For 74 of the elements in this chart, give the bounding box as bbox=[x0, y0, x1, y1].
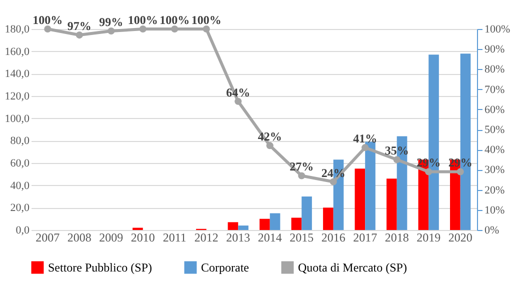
x-tick-label: 2008 bbox=[67, 230, 92, 244]
legend-label: Corporate bbox=[201, 260, 249, 275]
point bbox=[76, 32, 83, 39]
point bbox=[266, 142, 274, 150]
x-tick-label: 2010 bbox=[130, 230, 155, 244]
data-label: 42% bbox=[258, 130, 282, 144]
x-tick-label: 2014 bbox=[258, 230, 282, 244]
y2-tick-label: 40% bbox=[484, 144, 505, 156]
y2-tick-label: 10% bbox=[484, 204, 505, 216]
data-label: 100% bbox=[32, 13, 63, 27]
y-tick-label: 80,0 bbox=[10, 135, 30, 148]
y-tick-label: 140,0 bbox=[4, 68, 30, 80]
y2-tick-label: 70% bbox=[484, 84, 505, 96]
y-tick-label: 0,0 bbox=[16, 224, 30, 236]
data-label: 100% bbox=[191, 13, 222, 27]
point bbox=[298, 172, 306, 180]
y-tick-label: 20,0 bbox=[10, 202, 30, 214]
point bbox=[234, 98, 242, 105]
x-tick-label: 2016 bbox=[321, 230, 346, 244]
data-label: 97% bbox=[67, 19, 92, 34]
bar bbox=[291, 218, 302, 230]
point bbox=[456, 168, 464, 176]
y2-tick-label: 30% bbox=[484, 164, 505, 176]
data-label: 100% bbox=[160, 13, 190, 27]
bar bbox=[323, 208, 334, 230]
point bbox=[44, 25, 52, 33]
y2-tick-label: 20% bbox=[484, 184, 505, 196]
y2-tick-label: 80% bbox=[484, 64, 505, 76]
x-tick-label: 2009 bbox=[99, 230, 124, 244]
x-tick-label: 2007 bbox=[36, 230, 60, 244]
data-label: 64% bbox=[226, 85, 250, 100]
data-label: 27% bbox=[290, 160, 314, 174]
legend-label: Settore Pubblico (SP) bbox=[48, 260, 152, 275]
point bbox=[425, 168, 432, 176]
y-tick-label: 60,0 bbox=[10, 158, 30, 170]
x-tick-label: 2017 bbox=[353, 230, 378, 244]
bar bbox=[228, 222, 238, 230]
data-label: 29% bbox=[448, 156, 472, 170]
point bbox=[171, 25, 178, 33]
x-tick-label: 2018 bbox=[384, 230, 409, 244]
x-tick-label: 2013 bbox=[226, 230, 250, 244]
data-label: 29% bbox=[416, 156, 441, 170]
x-tick-label: 2011 bbox=[162, 230, 186, 244]
bar bbox=[270, 213, 280, 230]
bar bbox=[238, 226, 248, 230]
bar bbox=[302, 196, 312, 230]
y-tick-label: 180,0 bbox=[4, 24, 30, 36]
y2-tick-label: 60% bbox=[484, 104, 505, 116]
point bbox=[108, 27, 115, 35]
legend-label: Quota di Mercato (SP) bbox=[298, 260, 407, 275]
x-tick-label: 2012 bbox=[194, 230, 218, 244]
y2-tick-label: 90% bbox=[484, 44, 505, 56]
y-tick-label: 100,0 bbox=[4, 112, 30, 125]
y-tick-label: 40,0 bbox=[10, 180, 30, 192]
x-tick-label: 2020 bbox=[448, 230, 472, 244]
x-tick-label: 2019 bbox=[416, 230, 441, 244]
bar bbox=[260, 218, 270, 230]
x-tick-label: 2015 bbox=[290, 230, 314, 244]
bar bbox=[365, 142, 376, 230]
point bbox=[330, 178, 337, 186]
point bbox=[362, 144, 369, 152]
y2-tick-label: 0% bbox=[484, 224, 500, 236]
point bbox=[202, 25, 210, 33]
point bbox=[139, 25, 146, 33]
y-tick-label: 120,0 bbox=[4, 90, 30, 102]
y2-tick-label: 100% bbox=[484, 24, 510, 36]
data-label: 41% bbox=[353, 132, 378, 146]
data-label: 99% bbox=[99, 15, 124, 30]
y-tick-label: 160,0 bbox=[4, 46, 30, 58]
bar bbox=[386, 178, 397, 230]
data-label: 100% bbox=[128, 13, 158, 27]
point bbox=[393, 156, 400, 164]
bar bbox=[354, 168, 366, 230]
y2-tick-label: 50% bbox=[484, 124, 505, 136]
